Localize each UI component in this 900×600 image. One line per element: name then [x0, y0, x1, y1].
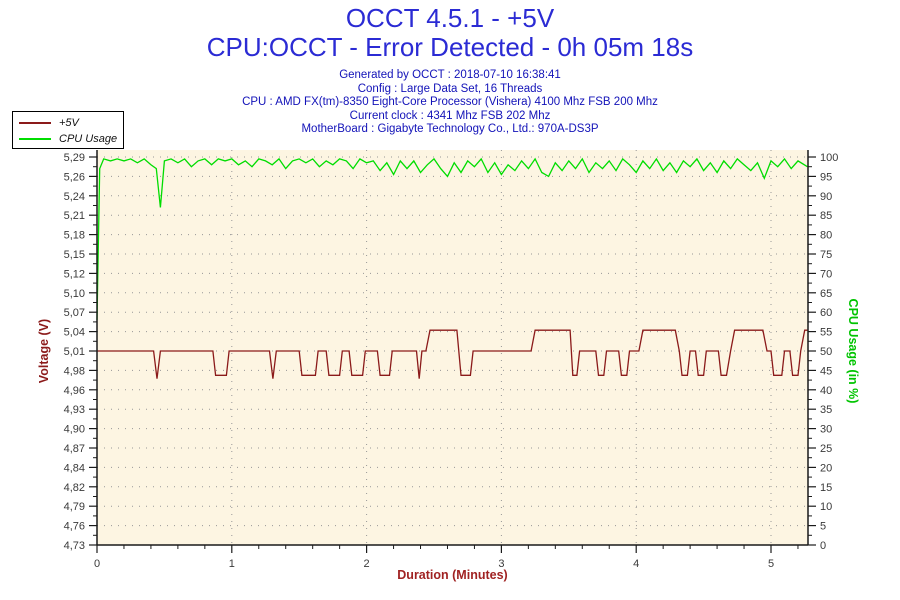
- y-left-tick-label: 5,26: [64, 171, 85, 183]
- legend-label-cpu-usage: CPU Usage: [59, 133, 118, 145]
- y-right-tick-label: 75: [820, 249, 832, 261]
- x-axis-title: Duration (Minutes): [397, 568, 507, 582]
- y-right-tick-label: 15: [820, 482, 832, 494]
- y-right-tick-label: 40: [820, 385, 832, 397]
- y-left-tick-label: 5,01: [64, 346, 85, 358]
- y-right-tick-label: 5: [820, 521, 826, 533]
- x-tick-label: 3: [498, 558, 504, 570]
- y-right-tick-label: 45: [820, 365, 832, 377]
- series-line-cpu-usage: [96, 157, 808, 321]
- y-right-tick-label: 30: [820, 424, 832, 436]
- y-axis-title-voltage: Voltage (V): [37, 319, 51, 383]
- page-title: OCCT 4.5.1 - +5V: [345, 3, 555, 33]
- plot-area: [97, 150, 808, 545]
- y-right-tick-label: 65: [820, 288, 832, 300]
- info-cpu: CPU : AMD FX(tm)-8350 Eight-Core Process…: [242, 96, 658, 109]
- y-right-tick-label: 10: [820, 501, 832, 513]
- y-left-tick-label: 5,15: [64, 249, 85, 261]
- series-line--5v: [97, 329, 808, 379]
- chart-legend: +5V CPU Usage: [12, 111, 124, 149]
- y-right-tick-label: 20: [820, 462, 832, 474]
- y-right-tick-label: 85: [820, 210, 832, 222]
- y-right-tick-label: 35: [820, 404, 832, 416]
- y-left-tick-label: 4,76: [64, 521, 85, 533]
- y-left-tick-label: 4,84: [64, 462, 85, 474]
- system-info-block: Generated by OCCT : 2018-07-10 16:38:41 …: [0, 69, 900, 137]
- y-left-tick-label: 4,93: [64, 404, 85, 416]
- info-config: Config : Large Data Set, 16 Threads: [357, 82, 543, 95]
- x-tick-label: 5: [768, 558, 774, 570]
- y-left-tick-label: 4,98: [64, 365, 85, 377]
- y-left-tick-label: 4,96: [64, 385, 85, 397]
- x-tick-label: 0: [94, 558, 100, 570]
- y-right-tick-label: 90: [820, 191, 832, 203]
- y-right-tick-label: 70: [820, 268, 832, 280]
- y-left-tick-label: 4,73: [64, 540, 85, 552]
- y-left-tick-label: 5,29: [64, 152, 85, 164]
- y-left-tick-label: 5,18: [64, 230, 85, 242]
- y-right-tick-label: 95: [820, 171, 832, 183]
- y-left-tick-label: 5,07: [64, 307, 85, 319]
- y-left-tick-label: 5,12: [64, 268, 85, 280]
- y-right-tick-label: 80: [820, 230, 832, 242]
- y-left-tick-label: 5,24: [64, 191, 85, 203]
- page-subtitle-error-status: CPU:OCCT - Error Detected - 0h 05m 18s: [206, 32, 694, 62]
- y-right-tick-label: 60: [820, 307, 832, 319]
- y-left-tick-label: 5,10: [64, 288, 85, 300]
- voltage-line-swatch: [19, 122, 51, 124]
- y-left-tick-label: 4,82: [64, 482, 85, 494]
- legend-item-voltage: +5V: [19, 115, 123, 131]
- info-motherboard: MotherBoard : Gigabyte Technology Co., L…: [301, 123, 599, 136]
- x-tick-label: 1: [229, 558, 235, 570]
- x-tick-label: 4: [633, 558, 639, 570]
- info-generated-by: Generated by OCCT : 2018-07-10 16:38:41: [339, 69, 561, 81]
- legend-item-cpu-usage: CPU Usage: [19, 131, 123, 147]
- y-left-tick-label: 5,04: [64, 327, 85, 339]
- y-right-tick-label: 55: [820, 327, 832, 339]
- info-current-clock: Current clock : 4341 Mhz FSB 202 Mhz: [349, 109, 551, 122]
- y-left-tick-label: 4,79: [64, 501, 85, 513]
- y-axis-title-cpu-usage: CPU Usage (in %): [846, 299, 860, 404]
- y-left-tick-label: 4,87: [64, 443, 85, 455]
- cpu-usage-line-swatch: [19, 138, 51, 140]
- legend-label-voltage: +5V: [59, 117, 79, 129]
- y-right-tick-label: 0: [820, 540, 826, 552]
- y-right-tick-label: 100: [820, 152, 838, 164]
- y-right-tick-label: 50: [820, 346, 832, 358]
- y-left-tick-label: 4,90: [64, 424, 85, 436]
- y-right-tick-label: 25: [820, 443, 832, 455]
- y-left-tick-label: 5,21: [64, 210, 85, 222]
- x-tick-label: 2: [364, 558, 370, 570]
